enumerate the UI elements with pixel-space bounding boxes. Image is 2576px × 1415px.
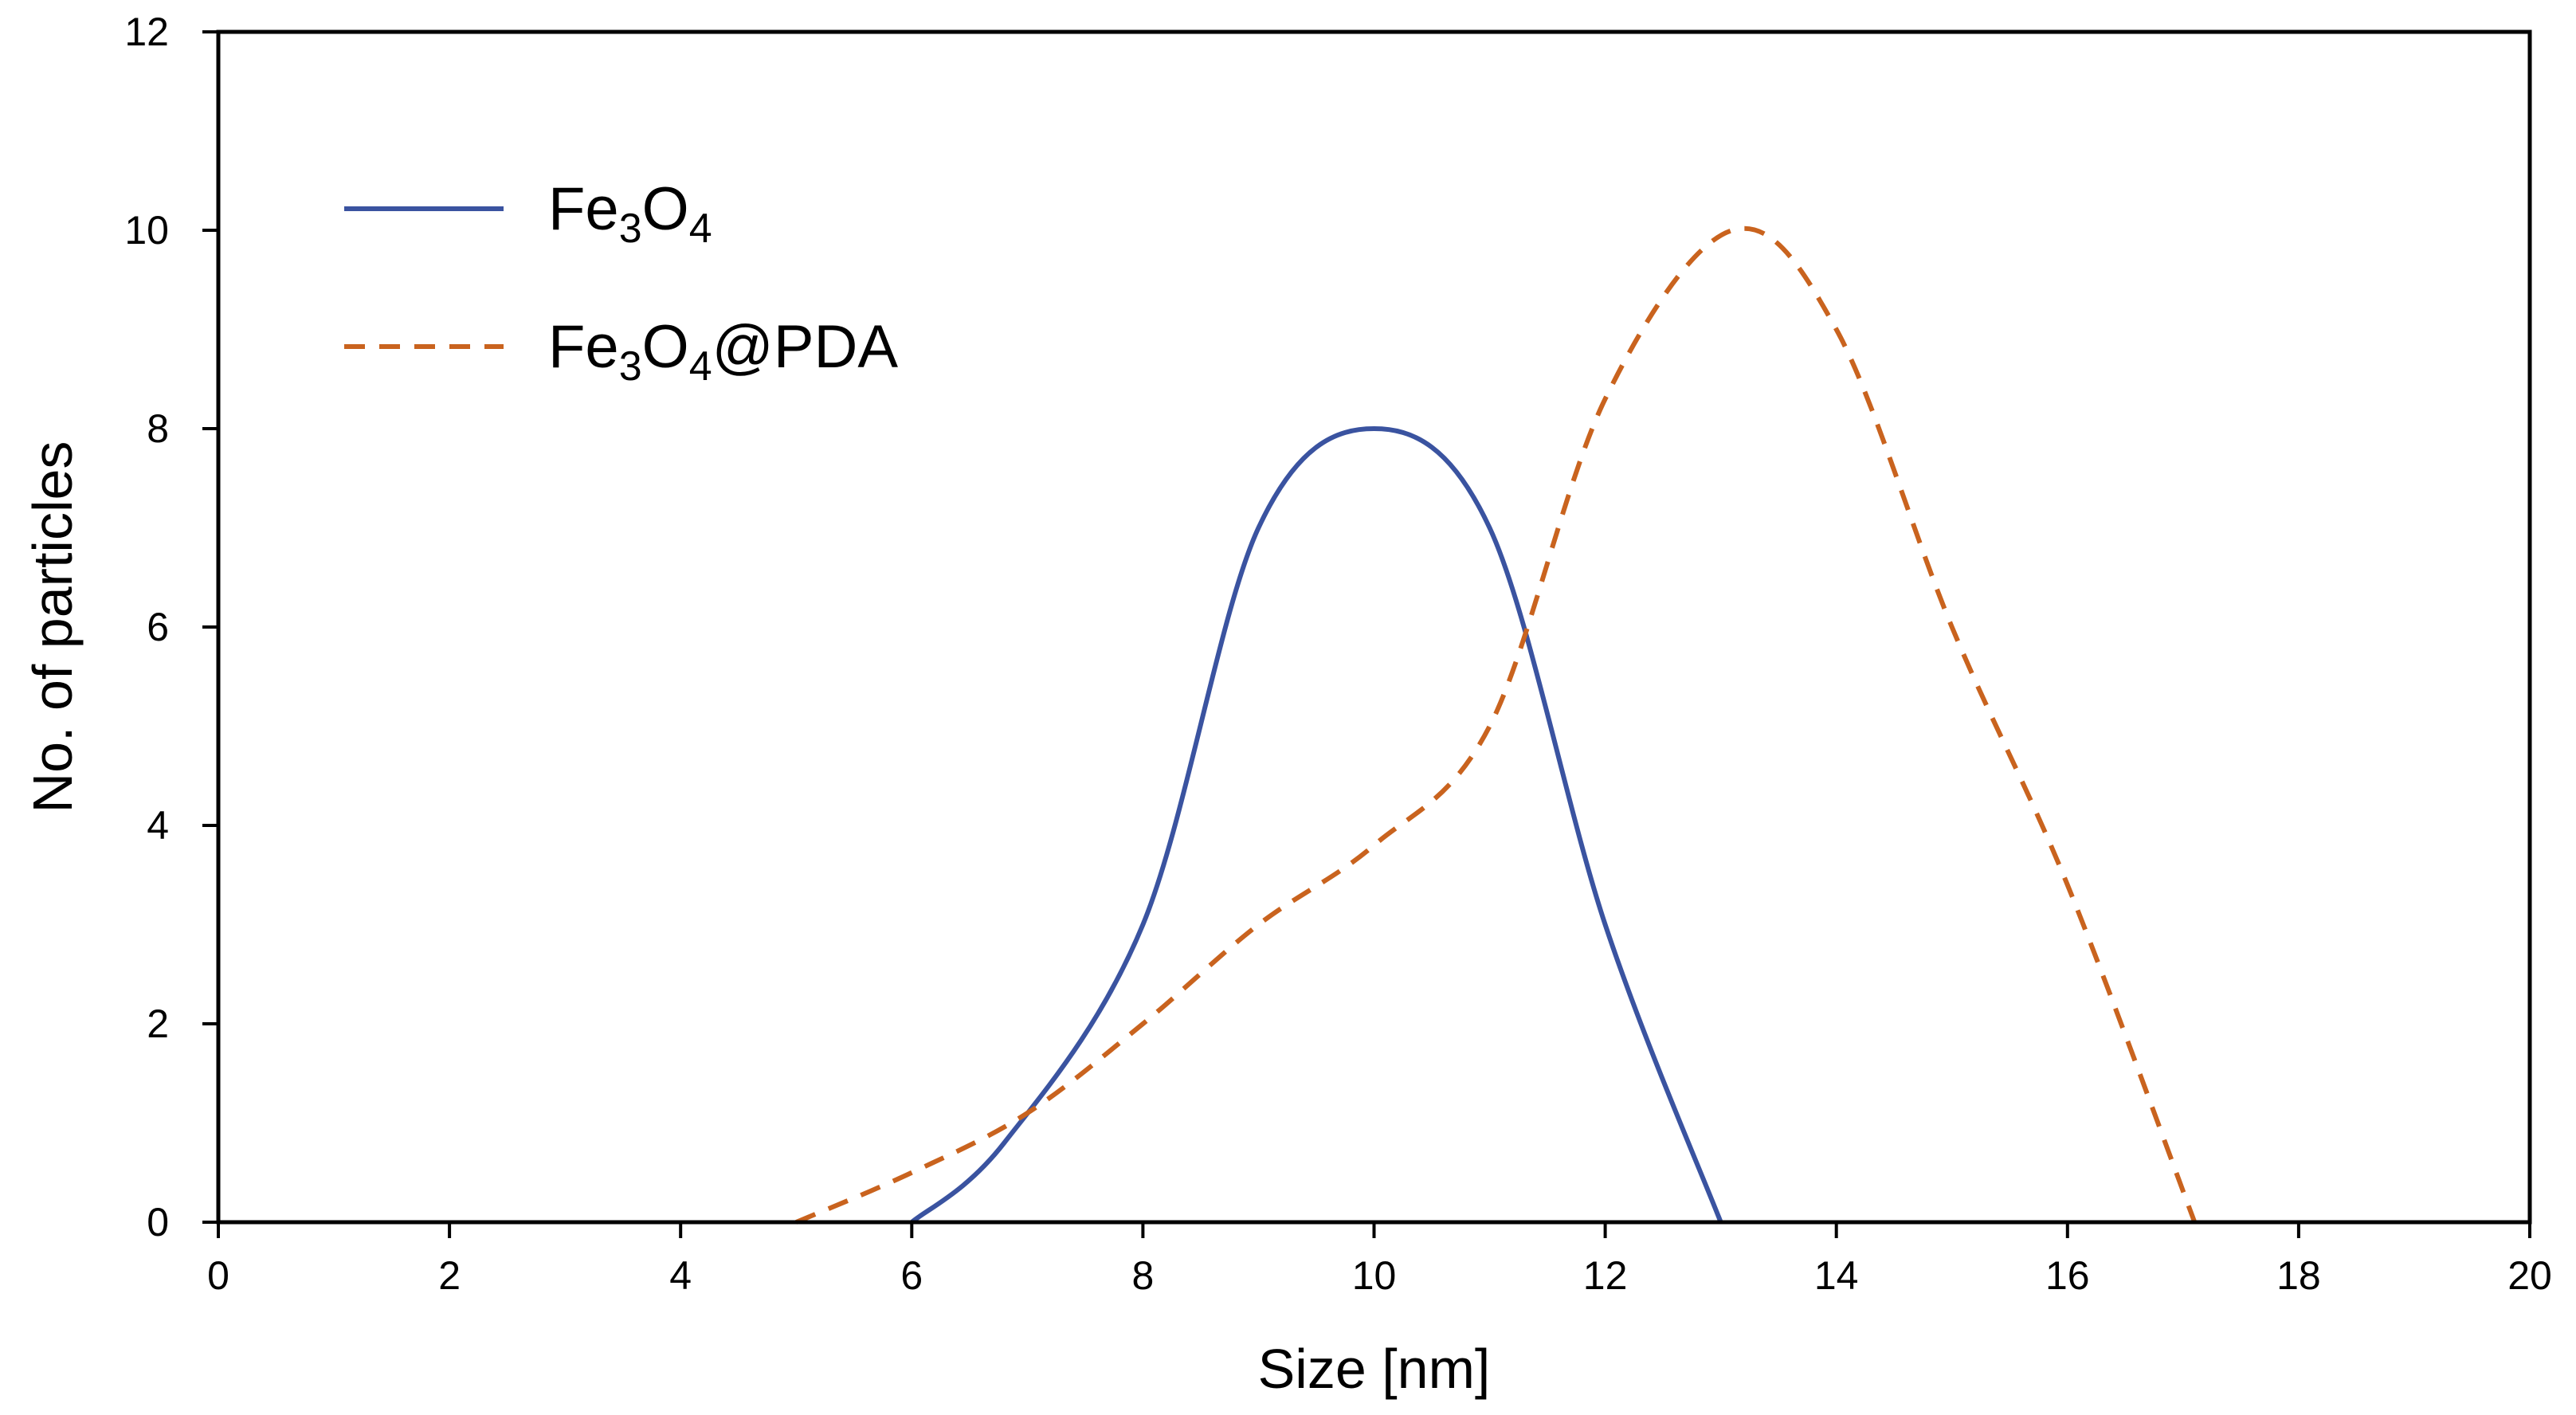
x-tick-label: 6 [900,1253,923,1298]
x-axis-title: Size [nm] [1258,1338,1491,1400]
legend-text-part: 3 [619,206,642,252]
y-tick-label: 12 [124,10,169,54]
y-tick-label: 4 [147,803,169,848]
y-tick-label: 2 [147,1001,169,1046]
x-tick-label: 20 [2507,1253,2552,1298]
legend-text-part: O [642,175,689,243]
series-line-fe3o4 [912,429,1720,1222]
legend-text-part: @PDA [712,313,899,381]
x-tick-label: 12 [1583,1253,1628,1298]
y-tick-label: 0 [147,1200,169,1244]
x-tick-label: 10 [1352,1253,1397,1298]
x-tick-label: 18 [2276,1253,2321,1298]
y-tick-label: 8 [147,406,169,451]
series-layer [796,229,2194,1222]
legend-label-fe3o4: Fe3O4 [548,175,712,252]
y-tick-label: 10 [124,208,169,253]
legend-text-part: 3 [619,343,642,390]
legend-label-fe3o4-pda: Fe3O4@PDA [548,313,898,390]
x-tick-label: 4 [669,1253,692,1298]
legend-text-part: Fe [548,175,619,243]
legend-text-part: 4 [689,343,712,390]
x-tick-label: 8 [1131,1253,1154,1298]
x-tick-label: 2 [438,1253,461,1298]
x-tick-label: 0 [207,1253,229,1298]
series-line-fe3o4-pda [796,229,2194,1222]
legend-text-part: Fe [548,313,619,381]
axes-layer: 0 2 4 6 8 10 12 14 16 18 20 0 2 4 6 8 10 12 Size [nm] No. o… [22,10,2552,1400]
legend-text-part: 4 [689,206,712,252]
x-tick-label: 14 [1814,1253,1859,1298]
legend-text-part: O [642,313,689,381]
x-tick-label: 16 [2045,1253,2090,1298]
y-axis-title: No. of particles [22,441,84,813]
y-tick-label: 6 [147,605,169,649]
